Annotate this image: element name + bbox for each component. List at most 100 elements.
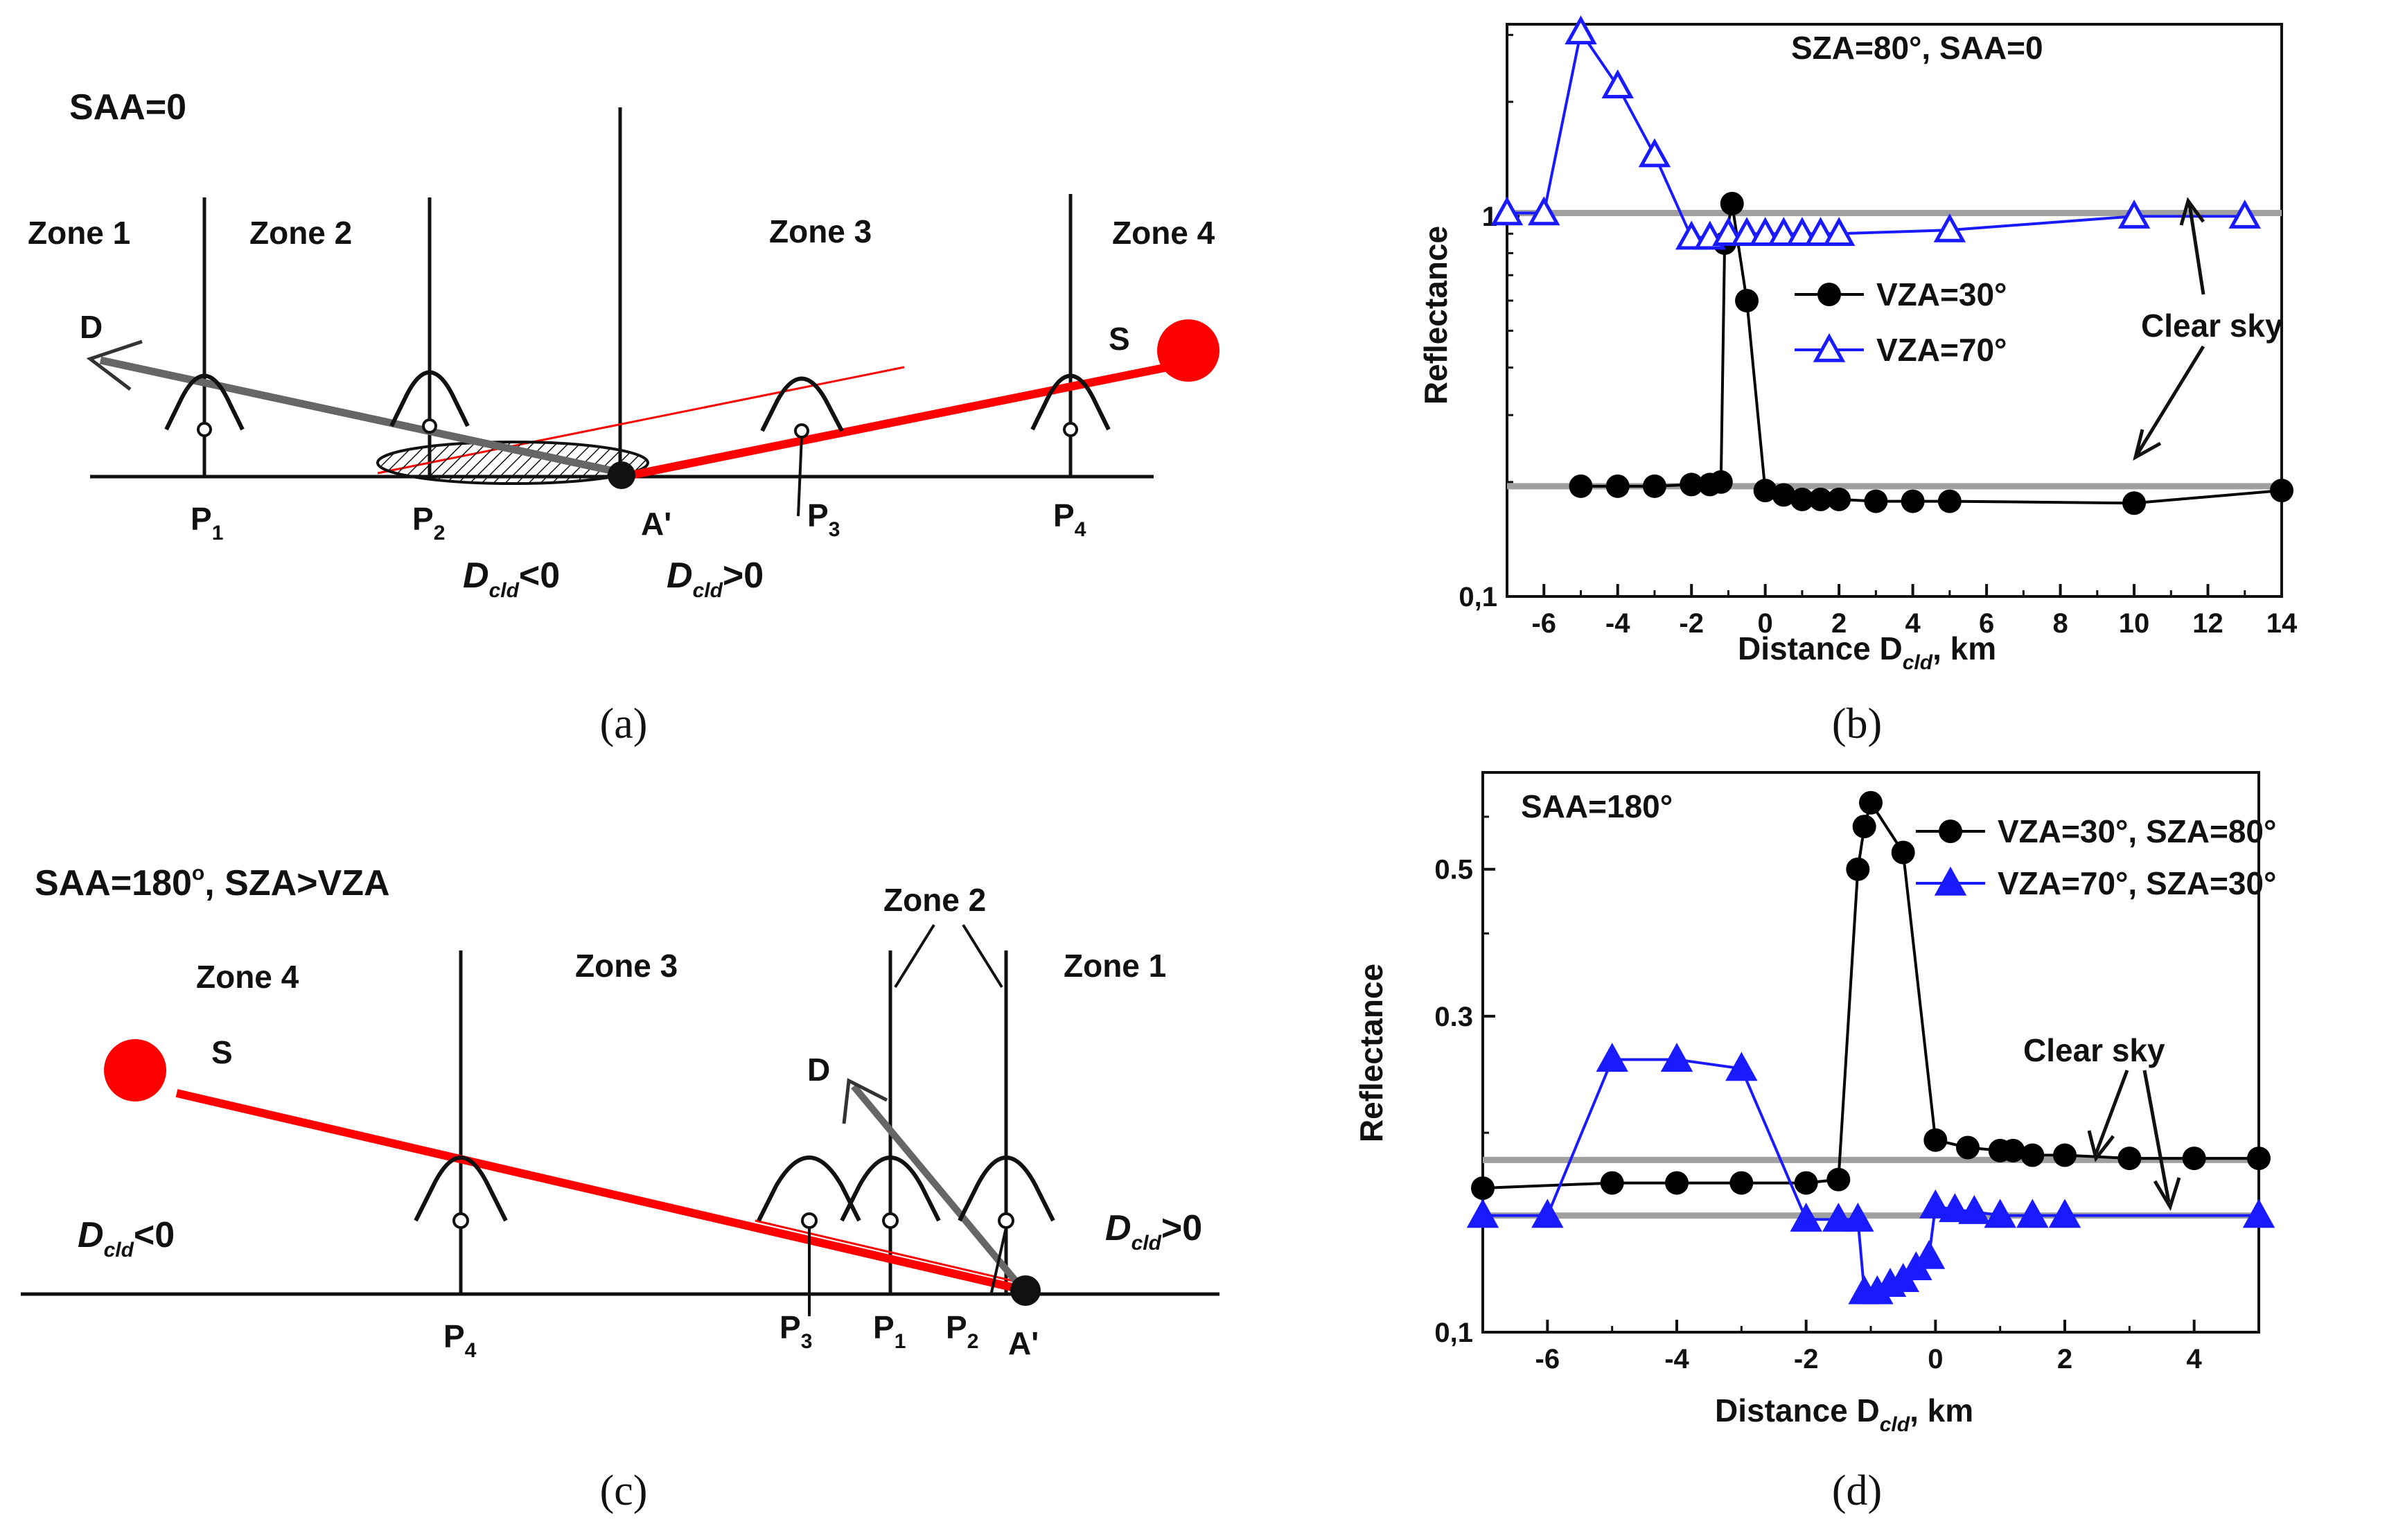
chart-d-series-2-point	[2242, 1198, 2275, 1228]
chart-d-series-2-point	[2016, 1198, 2049, 1228]
chart-b-series-2-point	[1749, 217, 1781, 247]
panel-a-s-label: S	[1109, 321, 1130, 357]
chart-d-series-2-point	[1939, 1193, 1971, 1223]
chart-b-series-2-point	[1768, 217, 1800, 247]
chart-d-xtick-label: -4	[1664, 1344, 1689, 1374]
chart-b-ytick-label: 0,1	[1459, 582, 1497, 612]
panel-a-zone-4: Zone 4	[1112, 215, 1215, 251]
chart-b-caption: (b)	[1832, 700, 1882, 747]
panel-a-sensor-1	[164, 373, 245, 437]
chart-d-xtick-label: -6	[1535, 1344, 1560, 1374]
chart-d-ytick-label: 0.5	[1434, 855, 1473, 885]
panel-c-p2-label: P2	[946, 1309, 978, 1353]
chart-d-series-1-point	[1729, 1171, 1754, 1195]
chart-b-series-1-point	[1827, 487, 1851, 511]
panel-c-arrow-head	[842, 1078, 888, 1124]
chart-b-ylabel: Reflectance	[1418, 226, 1454, 405]
panel-a-p4-label: P4	[1053, 497, 1086, 541]
chart-b-series-1-point	[1790, 487, 1814, 511]
chart-b-series-2-point	[1786, 217, 1819, 247]
panel-c-s-label: S	[211, 1034, 233, 1070]
chart-b-legend-marker-1	[1817, 283, 1841, 306]
chart-b-series-1-point	[1808, 487, 1833, 511]
chart-b: -6 -4 -2 0 2 4 6 8 10 12 14 0,1 1 SZA=80°, SAA=0 Ref…	[1418, 15, 2298, 747]
chart-b-frame	[1506, 23, 2283, 598]
chart-b-series-2-point	[2228, 200, 2262, 229]
panel-a-caption: (a)	[600, 700, 648, 747]
chart-b-series-1-point	[1735, 288, 1759, 312]
chart-b-xtick-label: 12	[2192, 608, 2223, 639]
chart-d-series-1-point	[1852, 815, 1876, 839]
chart-d-series-1-point	[2020, 1143, 2045, 1167]
chart-d-xtick-label: -2	[1794, 1344, 1819, 1374]
panel-c-sun	[104, 1039, 166, 1101]
panel-c-title: SAA=180o, SZA>VZA	[35, 862, 390, 903]
chart-d-series-1-line	[1482, 799, 2259, 1190]
chart-b-series-1-point	[1605, 474, 1630, 498]
chart-d-series-2-point	[1842, 1203, 1874, 1232]
chart-d-series-2-point	[1725, 1052, 1758, 1081]
chart-b-series-2-point	[1490, 196, 1524, 226]
chart-b-xlabel: Distance Dcld, km	[1738, 630, 1996, 674]
chart-b-legend-label-2: VZA=70°	[1876, 332, 2007, 368]
panel-c-caption: (c)	[600, 1467, 648, 1514]
chart-b-clear-sky-arrow-1	[2187, 204, 2205, 295]
chart-d-series-2-point	[1958, 1194, 1991, 1224]
panel-c-sensor-4	[414, 1156, 508, 1229]
panel-a-p3-label: P3	[807, 497, 840, 541]
chart-b-xtick-label: 10	[2119, 608, 2150, 639]
chart-d-legend-marker-1	[1939, 820, 1962, 843]
chart-b-series-2-point	[1527, 196, 1560, 226]
chart-d-series-2-point	[1531, 1198, 1564, 1228]
chart-d-series-2-line	[1483, 1058, 2259, 1293]
chart-b-series-1-point	[1709, 470, 1733, 494]
chart-d-series-1-point	[2182, 1147, 2206, 1171]
panel-a-zone-3: Zone 3	[769, 213, 872, 249]
chart-d-legend-label-1: VZA=30°, SZA=80°	[1998, 813, 2276, 849]
chart-d-legend-marker-2	[1934, 866, 1967, 896]
panel-a-dcld-neg: Dcld<0	[463, 556, 560, 602]
chart-d-series-1-point	[2053, 1143, 2077, 1167]
chart-b-xtick-label: 0	[1758, 608, 1773, 639]
chart-b-title: SZA=80°, SAA=0	[1791, 30, 2043, 66]
chart-d-clear-sky-arrow-1	[2094, 1070, 2129, 1154]
panel-a-p2-label: P2	[412, 501, 445, 545]
chart-b-xtick-label: -6	[1531, 608, 1556, 639]
chart-d-series-2-point	[1984, 1198, 2016, 1228]
chart-d-series-1-point	[1923, 1128, 1948, 1152]
chart-d-ytick-label: 0,1	[1434, 1318, 1473, 1348]
panel-c-thin-ray	[755, 1219, 1023, 1284]
panel-c-zone-4: Zone 4	[196, 959, 299, 995]
chart-b-clear-sky-arrow-2	[2135, 345, 2205, 455]
chart-d-series-1-point	[1600, 1171, 1624, 1195]
panel-c: SAA=180o, SZA>VZA Zone 4 Zone 3 Zone 2 Z…	[21, 862, 1219, 1514]
chart-d-xtick-label: 0	[1928, 1344, 1943, 1374]
chart-b-xtick-label: 2	[1831, 608, 1847, 639]
chart-b-xtick-label: 8	[2052, 608, 2068, 639]
panel-c-dcld-pos: Dcld>0	[1105, 1208, 1202, 1255]
panel-c-zone2-arrow-right	[962, 923, 1003, 989]
chart-d-clear-sky-arrow-2	[2142, 1070, 2171, 1203]
chart-d: -6 -4 -2 0 2 40,10.30.5 SAA=180° Reflectance …	[1353, 771, 2276, 1514]
chart-b-series-2-point	[1804, 217, 1837, 247]
panel-a-point-a	[608, 461, 635, 489]
chart-d-series-1-point	[1859, 790, 1883, 815]
panel-c-sensor-3	[757, 1156, 861, 1229]
panel-c-point-a-label: A'	[1008, 1325, 1039, 1361]
panel-a-sensor-4	[1030, 373, 1111, 437]
chart-b-series-2-point	[1601, 69, 1634, 99]
chart-d-series-1-point	[2001, 1138, 2025, 1162]
chart-d-series-2-point	[1822, 1203, 1855, 1232]
chart-b-xtick-label: -2	[1679, 608, 1704, 639]
chart-d-series-1-point	[1826, 1167, 1851, 1192]
chart-d-series-2-point	[1466, 1198, 1499, 1228]
chart-b-clear-sky-label: Clear sky	[2141, 308, 2283, 344]
chart-b-legend-marker-2	[1813, 333, 1846, 362]
chart-d-series-1-point	[2117, 1147, 2142, 1171]
chart-b-series-2-point	[2117, 200, 2151, 229]
chart-d-series-1-point	[1891, 840, 1915, 865]
panel-a-arrow-head	[86, 339, 143, 391]
panel-a: SAA=0 Zone 1 Zone 2 Zone 3 Zone 4 S D A'	[28, 87, 1219, 747]
panel-c-sensor-1	[840, 1156, 941, 1229]
panel-c-reflected-ray	[851, 1083, 1025, 1291]
